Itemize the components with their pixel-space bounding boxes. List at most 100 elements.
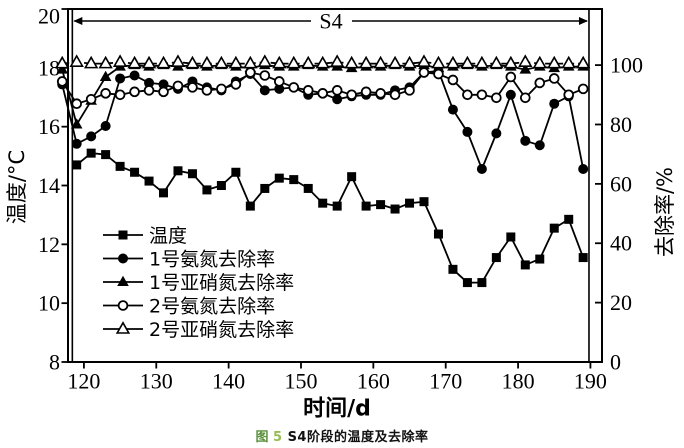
filled-circle-marker (505, 89, 516, 100)
square-marker (86, 148, 96, 158)
open-circle-marker (100, 88, 111, 99)
s4-label: S4 (319, 9, 342, 34)
open-circle-marker (143, 85, 155, 96)
legend-item-no2-ammonia-removal: 2号氨氮去除率 (103, 296, 275, 318)
square-marker (448, 264, 458, 274)
y-left-tick-label: 18 (38, 55, 60, 80)
open-circle-marker (85, 93, 97, 105)
filled-triangle-marker (99, 70, 112, 81)
square-marker (361, 201, 371, 211)
y-left-tick-label: 8 (49, 350, 60, 375)
open-triangle-marker (69, 54, 84, 67)
open-circle-marker (230, 79, 242, 90)
series-no2-nitrite-removal (55, 54, 591, 69)
open-triangle-marker (127, 55, 142, 69)
caption-figure-marker: 图 (255, 430, 270, 445)
y-right-tick-label: 60 (610, 171, 632, 196)
square-marker (130, 167, 140, 177)
open-triangle-marker (214, 55, 229, 69)
legend-label: 2号亚硝氮去除率 (149, 319, 294, 341)
legend-label: 温度 (149, 225, 187, 247)
open-circle-marker (117, 300, 129, 311)
square-marker (347, 172, 357, 182)
open-triangle-marker (329, 54, 345, 67)
square-marker (202, 185, 212, 195)
caption-text: S4阶段的温度及去除率 (287, 430, 429, 445)
open-circle-marker (447, 74, 459, 86)
open-circle-marker (216, 83, 227, 95)
legend-item-no1-ammonia-removal: 1号氨氮去除率 (103, 249, 275, 271)
open-circle-marker (462, 89, 473, 101)
square-marker (477, 278, 487, 288)
filled-circle-marker (578, 164, 589, 175)
open-triangle-marker (286, 55, 301, 69)
open-circle-marker (273, 76, 285, 87)
open-triangle-marker (272, 55, 287, 69)
open-circle-marker (520, 92, 531, 104)
x-tick-label: 130 (140, 369, 173, 394)
square-marker (419, 197, 429, 207)
open-triangle-marker (156, 55, 171, 69)
square-marker (216, 181, 226, 190)
open-circle-marker (491, 92, 502, 104)
square-marker (144, 176, 154, 186)
open-circle-marker (563, 89, 575, 101)
open-circle-marker (56, 76, 68, 87)
square-marker (101, 150, 111, 160)
open-triangle-marker (489, 55, 504, 69)
y-right-tick-label: 0 (610, 350, 621, 375)
s4-span-annotation: S4 (73, 9, 588, 34)
series-temperature (72, 148, 588, 288)
filled-circle-marker (86, 131, 97, 142)
square-marker (433, 229, 443, 239)
square-marker (274, 173, 284, 183)
filled-circle-marker (158, 79, 169, 90)
square-marker (506, 232, 516, 242)
open-circle-marker (317, 88, 328, 99)
open-circle-marker (346, 89, 357, 101)
open-triangle-marker (170, 54, 186, 67)
open-triangle-marker (83, 55, 99, 69)
filled-triangle-marker (519, 63, 532, 74)
legend-item-no1-nitrite-removal: 1号亚硝氮去除率 (103, 272, 294, 294)
square-marker (231, 167, 241, 177)
open-triangle-marker (185, 55, 200, 69)
open-circle-marker (418, 67, 430, 78)
y-left-tick-label: 10 (38, 291, 60, 316)
square-marker (260, 183, 270, 193)
open-triangle-marker (576, 55, 591, 69)
square-marker (405, 198, 415, 208)
y-axis-left: 20 18 16 14 12 10 8 (38, 4, 68, 375)
open-triangle-marker (532, 55, 547, 69)
square-marker (578, 253, 588, 263)
open-circle-marker (201, 85, 213, 96)
series-no1-ammonia-removal (57, 66, 589, 175)
open-triangle-marker (445, 55, 461, 69)
open-triangle-marker (115, 321, 131, 334)
open-triangle-marker (402, 55, 417, 69)
figure-caption: 图 5 S4阶段的温度及去除率 (0, 426, 684, 445)
caption-figure-number: 5 (273, 430, 283, 445)
open-triangle-marker (199, 55, 215, 69)
y-right-tick-label: 100 (610, 53, 643, 78)
legend-label: 1号氨氮去除率 (149, 249, 275, 271)
y-right-tick-label: 20 (610, 290, 632, 315)
filled-circle-marker (476, 164, 487, 175)
open-triangle-marker (373, 55, 388, 69)
series-no2-ammonia-removal (56, 67, 589, 110)
open-triangle-marker (344, 55, 359, 69)
open-circle-marker (114, 89, 126, 101)
filled-circle-marker (520, 135, 531, 146)
y-left-tick-label: 20 (38, 4, 60, 29)
open-circle-marker (71, 98, 82, 110)
x-tick-label: 160 (357, 369, 390, 394)
open-circle-marker (404, 85, 415, 96)
square-marker (549, 223, 559, 233)
square-marker (535, 254, 545, 264)
open-circle-marker (187, 82, 198, 93)
filled-circle-marker (534, 140, 545, 151)
open-circle-marker (476, 89, 488, 101)
